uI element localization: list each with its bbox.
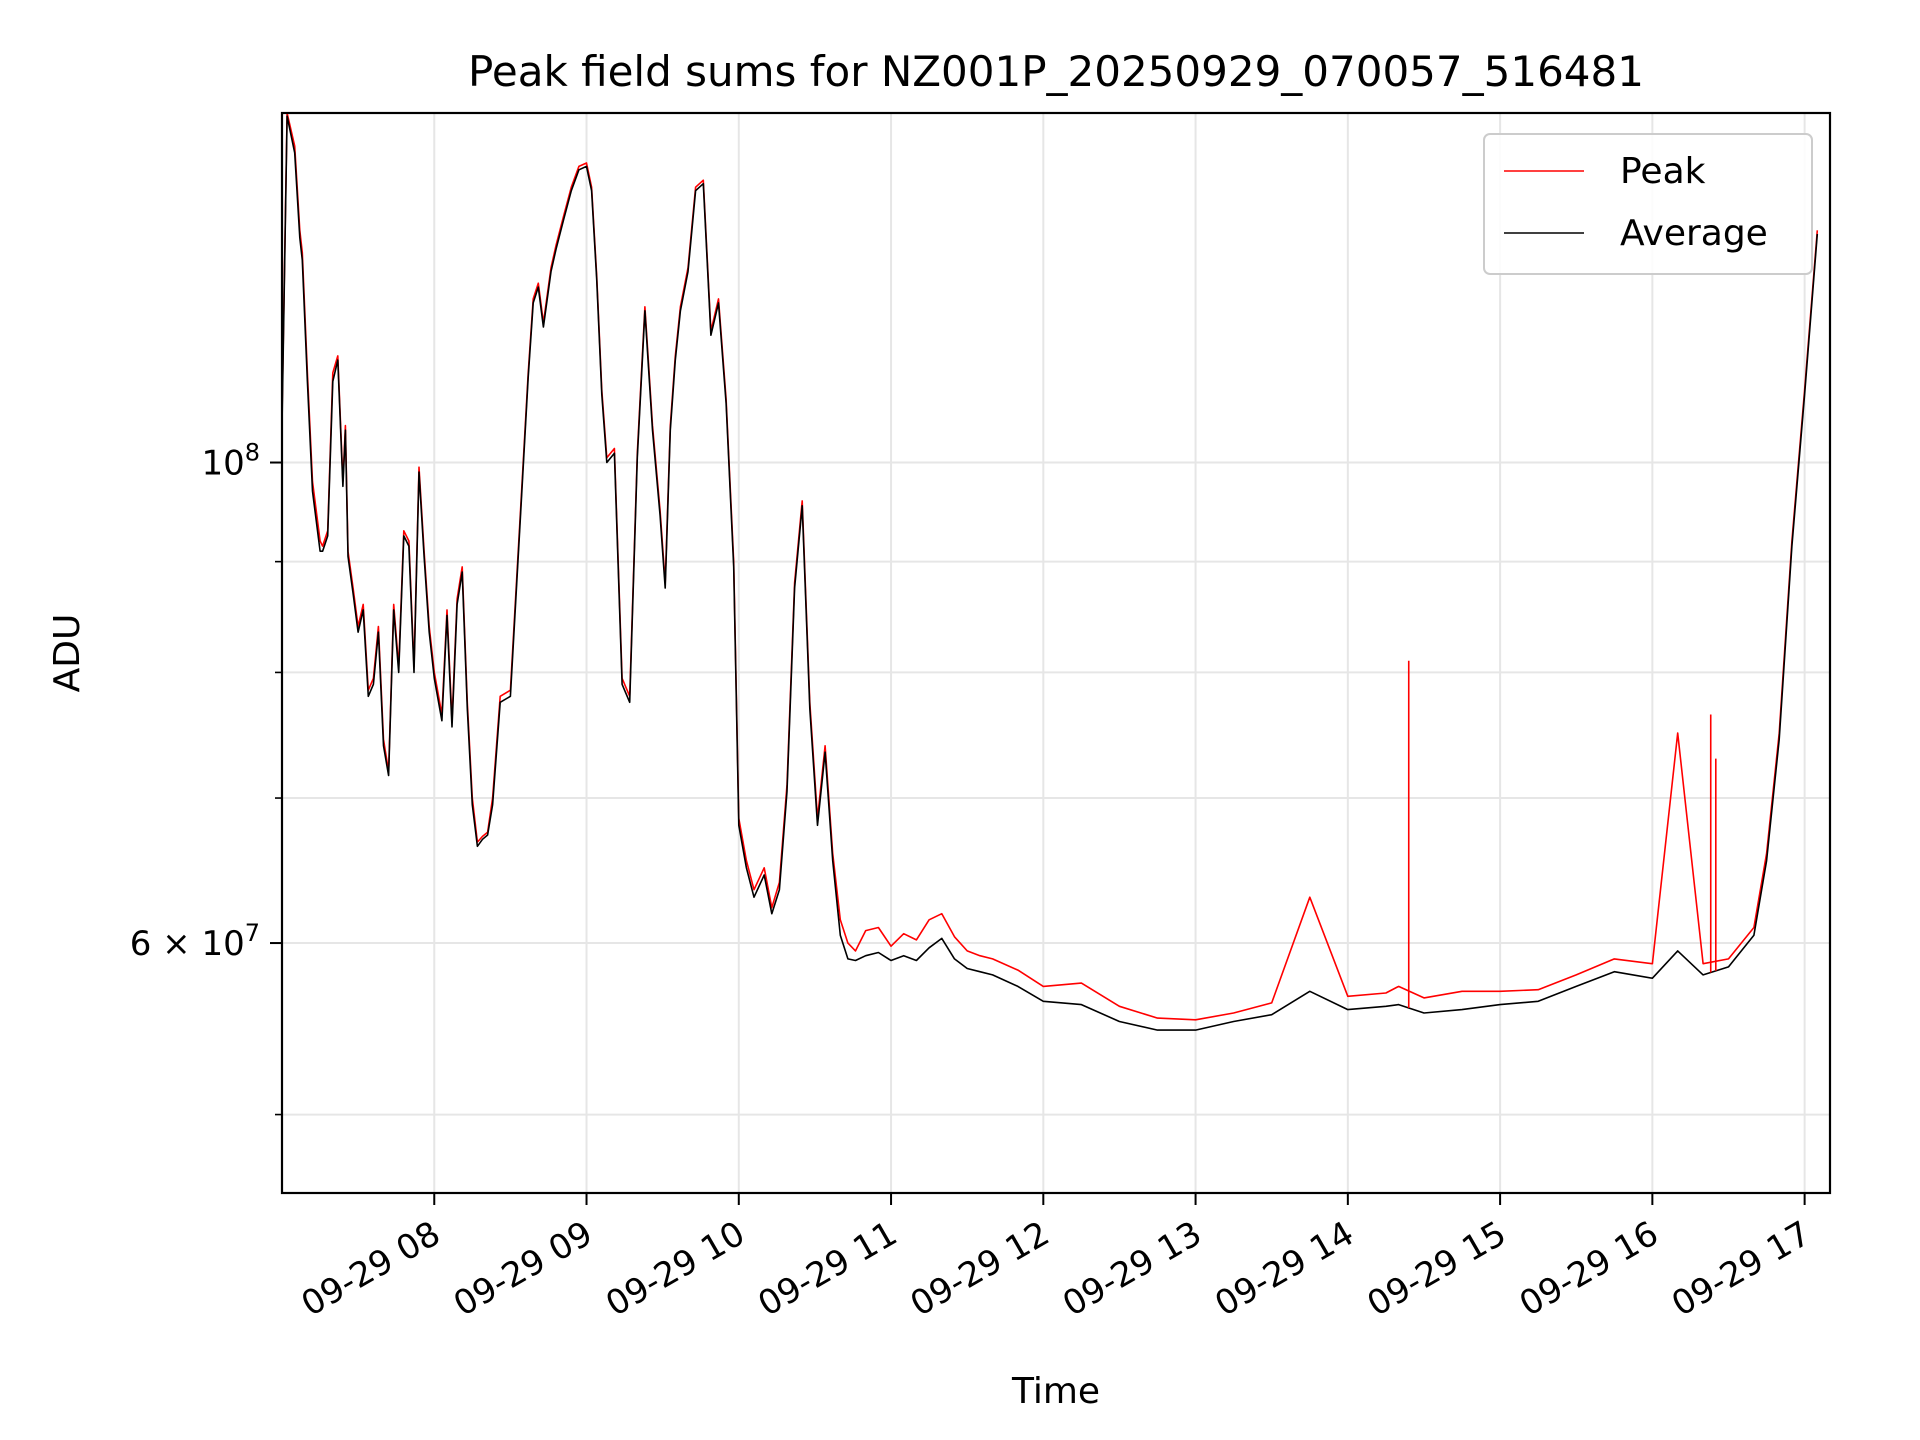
y-axis-title: ADU	[47, 614, 88, 693]
y-tick-label: 6 × 107	[130, 919, 260, 964]
chart-title: Peak field sums for NZ001P_20250929_0700…	[468, 47, 1644, 96]
legend-box	[1483, 133, 1813, 275]
y-tick-label: 108	[201, 439, 260, 484]
plot-area-frame	[280, 111, 1832, 1195]
legend: Peak Average	[1483, 133, 1813, 275]
grid	[282, 113, 1830, 1193]
series-line-average	[281, 115, 1819, 1031]
legend-peak-label: Peak	[1620, 151, 1706, 192]
plot-series	[281, 112, 1819, 1031]
legend-average-label: Average	[1620, 213, 1768, 254]
x-axis-title: Time	[1011, 1371, 1100, 1412]
